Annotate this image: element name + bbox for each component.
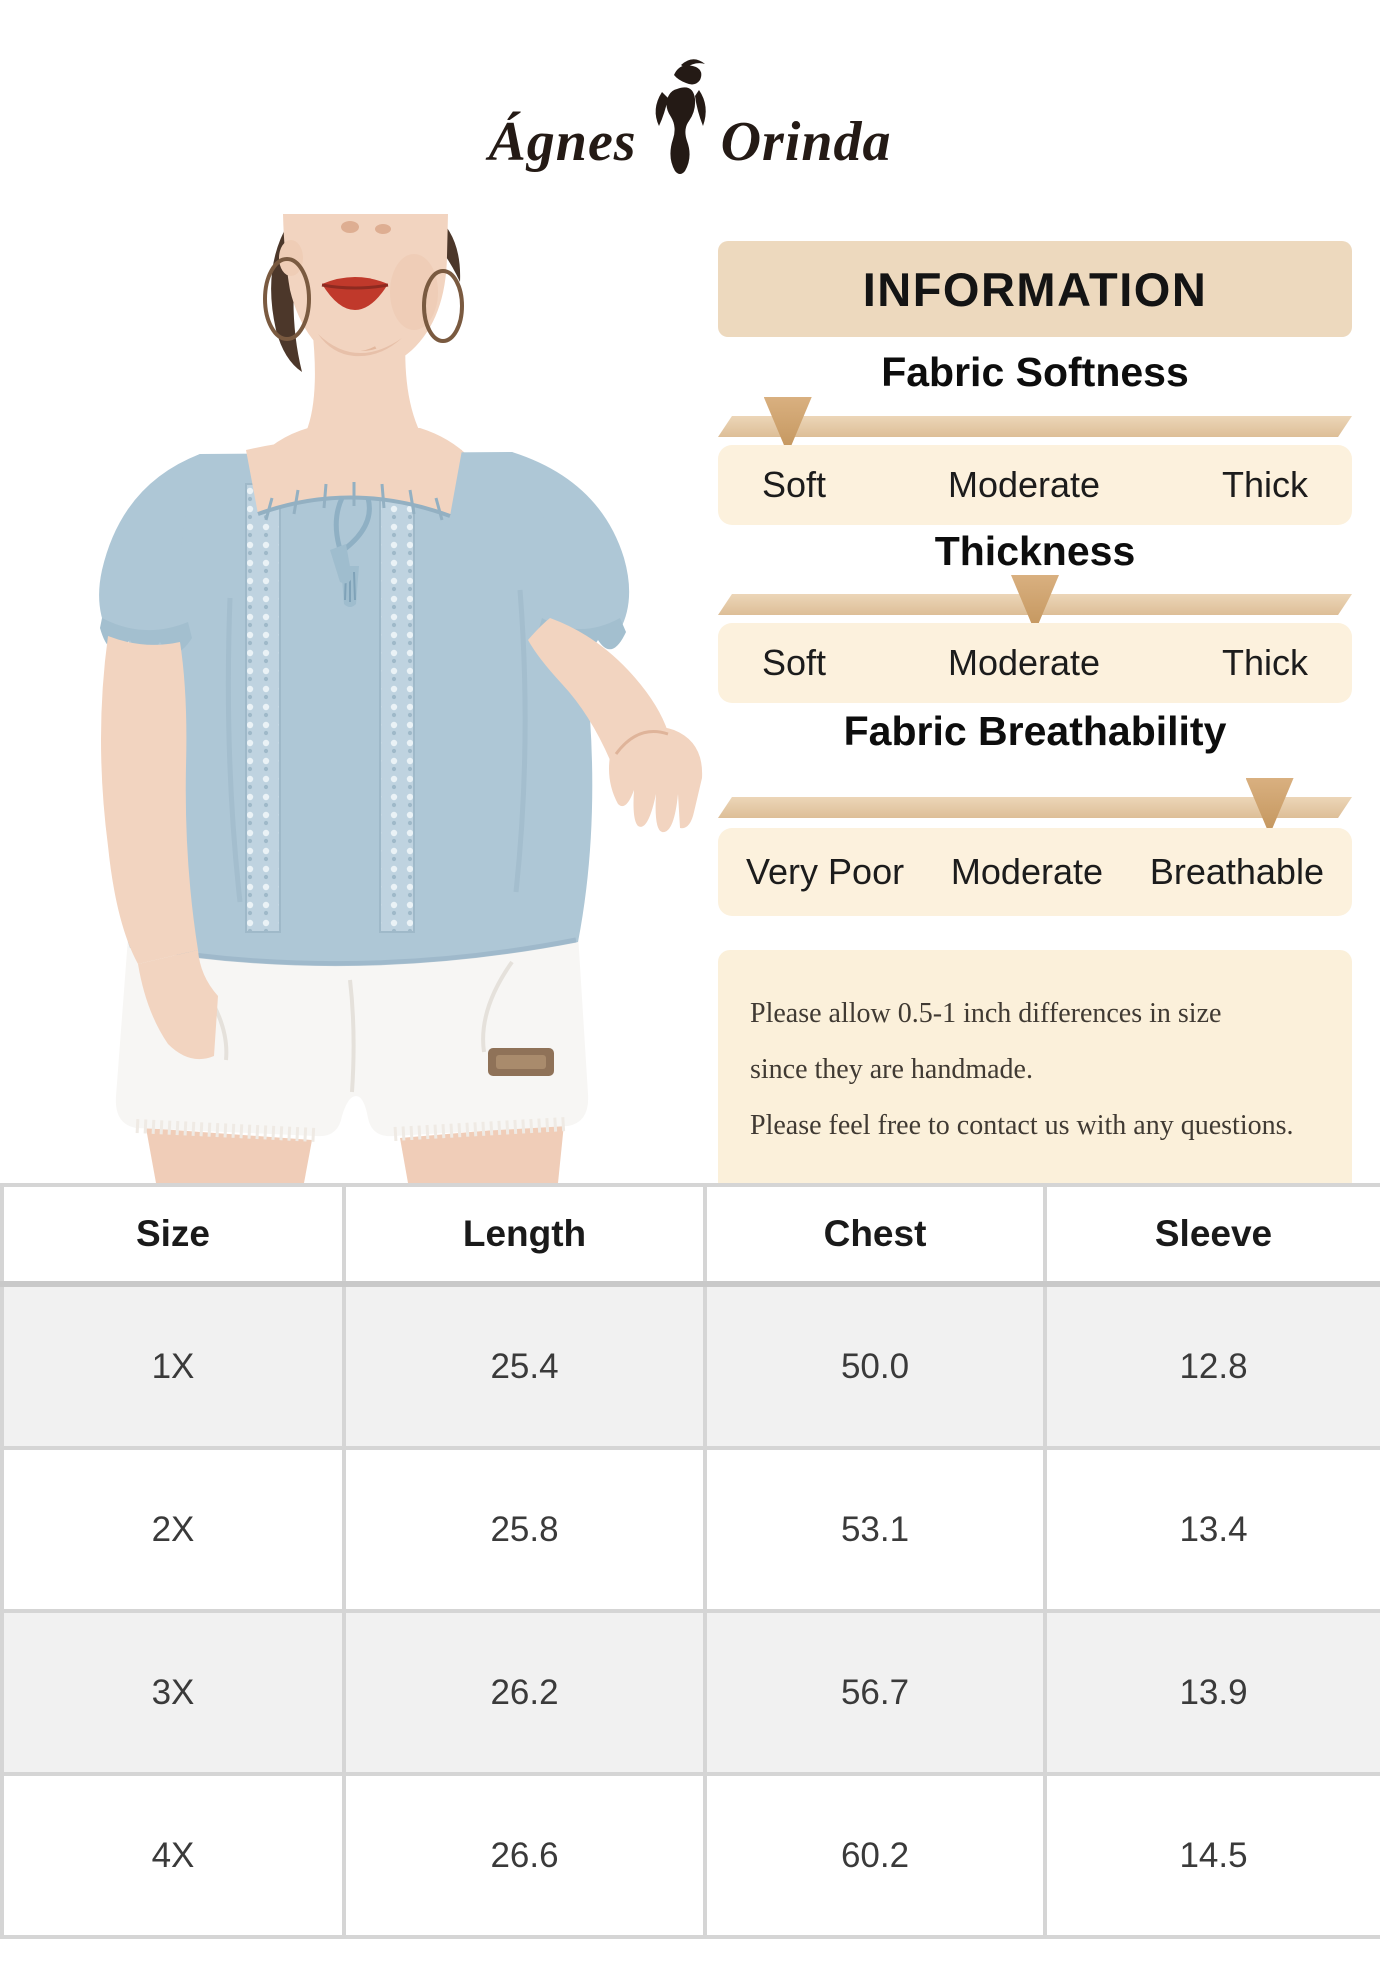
- table-row: 3X 26.2 56.7 13.9: [0, 1609, 1380, 1776]
- table-cell: 25.4: [342, 1282, 707, 1450]
- lace-stripe-left: [245, 483, 281, 933]
- table-cell: 4X: [0, 1772, 346, 1939]
- column-header-sleeve: Sleeve: [1043, 1183, 1380, 1287]
- table-row: 2X 25.8 53.1 13.4: [0, 1446, 1380, 1613]
- table-cell: 3X: [0, 1609, 346, 1776]
- hoop-earring-left: [263, 257, 311, 341]
- table-cell: 53.1: [703, 1446, 1047, 1613]
- brand-name-right: Orinda: [720, 111, 892, 173]
- lips: [322, 277, 388, 310]
- table-cell: 13.9: [1043, 1609, 1380, 1776]
- note-line: Please allow 0.5-1 inch differences in s…: [750, 998, 1222, 1029]
- blue-blouse: [118, 438, 593, 967]
- scale-label: Very Poor: [746, 851, 905, 892]
- indicator-arrow-icon: [1245, 778, 1294, 835]
- note-line: since they are handmade.: [750, 1054, 1033, 1085]
- softness-scale: Soft Moderate Thick: [718, 445, 1352, 525]
- table-cell: 1X: [0, 1282, 346, 1450]
- scale-label: Thick: [1221, 642, 1308, 683]
- woman-silhouette-icon: [647, 58, 711, 176]
- thickness-scale: Soft Moderate Thick: [718, 623, 1352, 703]
- table-cell: 12.8: [1043, 1282, 1380, 1450]
- table-cell: 2X: [0, 1446, 346, 1613]
- breathability-scale: Very Poor Moderate Breathable: [718, 828, 1352, 916]
- white-shorts: [115, 934, 589, 1142]
- section-title-fabric-softness: Fabric Softness: [881, 349, 1189, 395]
- breathability-arrow-layer: [718, 778, 1352, 836]
- table-row: 4X 26.6 60.2 14.5: [0, 1772, 1380, 1939]
- table-cell: 13.4: [1043, 1446, 1380, 1613]
- info-panel-title: INFORMATION: [718, 241, 1352, 337]
- section-title-thickness: Thickness: [934, 528, 1136, 574]
- softness-arrow-layer: [718, 397, 1352, 455]
- scale-label: Breathable: [1149, 851, 1324, 892]
- lace-stripe-right: [379, 479, 415, 933]
- note-line: Please feel free to contact us with any …: [750, 1110, 1294, 1141]
- scale-label: Soft: [762, 464, 827, 505]
- breathability-track: [718, 797, 1352, 818]
- table-cell: 60.2: [703, 1772, 1047, 1939]
- table-cell: 25.8: [342, 1446, 707, 1613]
- column-header-chest: Chest: [703, 1183, 1047, 1287]
- hoop-earring-right: [422, 269, 464, 343]
- info-panel: INFORMATION Fabric Softness Soft Moderat…: [718, 0, 1352, 1986]
- scale-label: Thick: [1221, 464, 1308, 505]
- thickness-arrow-layer: [718, 575, 1352, 633]
- brand-logo: Ágnes Orinda: [0, 58, 1380, 176]
- handmade-note: Please allow 0.5-1 inch differences in s…: [718, 950, 1352, 1194]
- scale-label: Moderate: [947, 464, 1101, 505]
- table-cell: 14.5: [1043, 1772, 1380, 1939]
- table-cell: 50.0: [703, 1282, 1047, 1450]
- arms: [101, 618, 703, 1060]
- size-chart-table: Size Length Chest Sleeve 1X 25.4 50.0 12…: [0, 1183, 1380, 1939]
- table-cell: 26.6: [342, 1772, 707, 1939]
- scale-label: Soft: [762, 642, 827, 683]
- table-row: 1X 25.4 50.0 12.8: [0, 1282, 1380, 1450]
- scale-label: Moderate: [950, 851, 1104, 892]
- scale-label: Moderate: [947, 642, 1101, 683]
- column-header-length: Length: [342, 1183, 707, 1287]
- section-title-fabric-breathability: Fabric Breathability: [843, 708, 1227, 754]
- tassel: [330, 544, 359, 607]
- softness-track: [718, 416, 1352, 437]
- table-cell: 56.7: [703, 1609, 1047, 1776]
- table-cell: 26.2: [342, 1609, 707, 1776]
- model-photo: [50, 198, 710, 1183]
- column-header-size: Size: [0, 1183, 346, 1287]
- brand-name-left: Ágnes: [488, 111, 637, 173]
- table-header-row: Size Length Chest Sleeve: [0, 1183, 1380, 1287]
